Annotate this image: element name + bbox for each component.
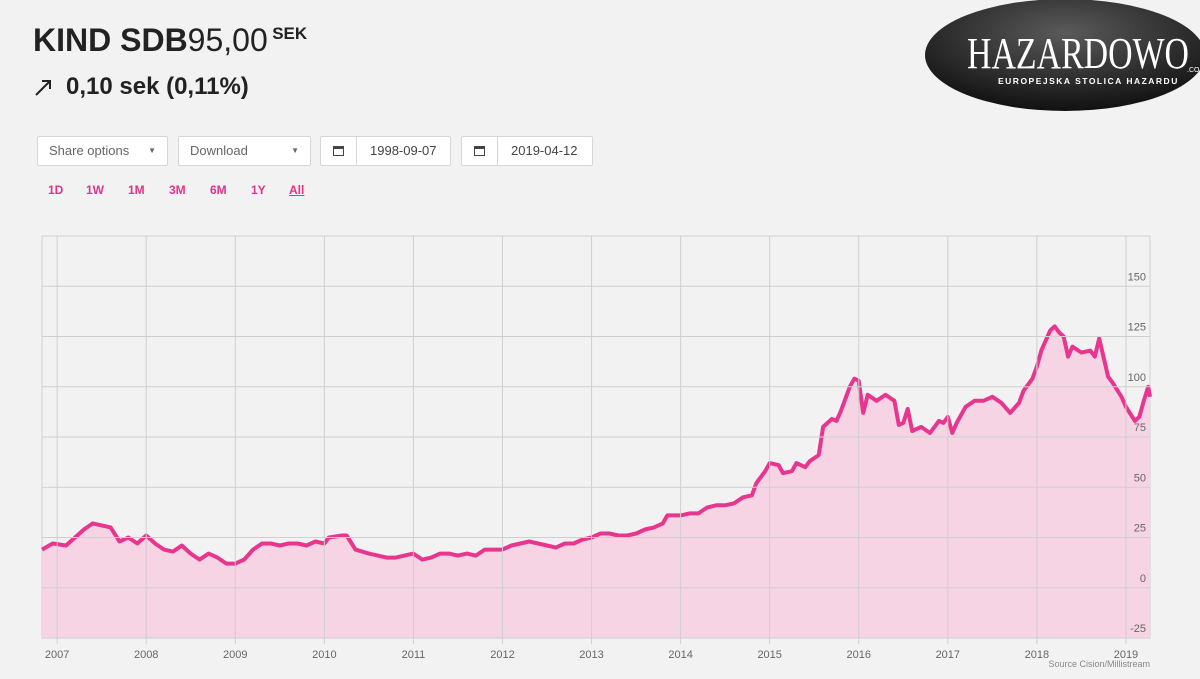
y-tick-label: 50: [1134, 472, 1146, 484]
logo-tagline: EUROPEJSKA STOLICA HAZARDU: [998, 76, 1179, 86]
x-tick-label: 2008: [134, 649, 158, 661]
range-button[interactable]: 1D: [48, 183, 64, 197]
x-tick-label: 2010: [312, 649, 336, 661]
y-tick-label: 100: [1128, 372, 1146, 384]
x-tick-label: 2019: [1114, 649, 1138, 661]
range-button[interactable]: 1M: [128, 183, 145, 197]
range-button[interactable]: All: [289, 183, 305, 197]
y-tick-label: 25: [1134, 523, 1146, 535]
x-tick-label: 2011: [402, 649, 426, 661]
range-button[interactable]: 6M: [210, 183, 227, 197]
range-button[interactable]: 1Y: [251, 183, 266, 197]
x-tick-label: 2017: [936, 649, 960, 661]
range-button[interactable]: 1W: [86, 183, 104, 197]
y-tick-label: 125: [1128, 322, 1146, 334]
x-tick-label: 2015: [757, 649, 781, 661]
price: 95,00: [187, 22, 268, 58]
area-fill: [42, 326, 1150, 638]
download-label: Download: [190, 143, 248, 158]
share-dropdown[interactable]: Share options ▼: [37, 136, 168, 166]
x-tick-label: 2014: [668, 649, 692, 661]
end-date: 2019-04-12: [511, 143, 578, 158]
logo-suffix: .CO: [1187, 67, 1200, 74]
range-button[interactable]: 3M: [169, 183, 186, 197]
x-tick-label: 2012: [490, 649, 514, 661]
x-tick-label: 2009: [223, 649, 247, 661]
x-tick-label: 2007: [45, 649, 69, 661]
logo: HAZARDOWO EUROPEJSKA STOLICA HAZARDU .CO: [925, 0, 1200, 111]
x-tick-label: 2016: [847, 649, 871, 661]
download-dropdown[interactable]: Download ▼: [178, 136, 311, 166]
share-label: Share options: [49, 143, 130, 158]
y-tick-label: 75: [1134, 422, 1146, 434]
currency: SEK: [272, 24, 308, 43]
instrument-name: KIND SDB: [33, 22, 188, 58]
source-note: Source Cision/Millistream: [1048, 659, 1150, 669]
start-date-picker[interactable]: 1998-09-07: [320, 136, 451, 166]
y-tick-label: 150: [1128, 271, 1146, 283]
calendar-icon: [474, 137, 498, 165]
calendar-icon: [333, 137, 357, 165]
start-date: 1998-09-07: [370, 143, 437, 158]
end-date-picker[interactable]: 2019-04-12: [461, 136, 593, 166]
x-tick-label: 2018: [1025, 649, 1049, 661]
up-arrow: [35, 80, 51, 96]
chart: Source Cision/Millistream -25 0 25 50 75 100 1…: [41, 235, 1152, 669]
y-tick-label: -25: [1130, 623, 1146, 635]
y-tick-label: 0: [1140, 573, 1146, 585]
quote-header: KIND SDB95,00 SEK: [33, 22, 307, 59]
x-tick-label: 2013: [579, 649, 603, 661]
price-change: 0,10 sek (0,11%): [66, 73, 249, 100]
logo-name: HAZARDOWO: [967, 29, 1189, 78]
